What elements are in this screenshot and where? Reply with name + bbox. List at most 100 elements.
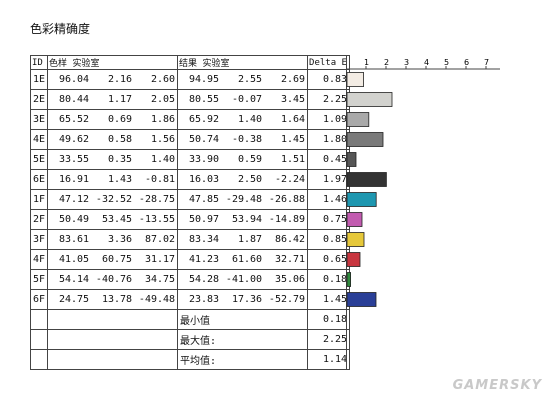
result-lab-value: 47.85 (188, 194, 220, 205)
target-lab-value: 31.17 (144, 254, 176, 265)
header-result: 结果 实验室 (177, 55, 309, 70)
delta-e-value: 1.80 (307, 129, 351, 150)
row-id: 3E (29, 109, 49, 130)
target-lab-value: 2.05 (150, 94, 176, 105)
target-lab-value: 1.40 (150, 154, 176, 165)
chart-tick-label: 1 (364, 58, 369, 67)
table-row: 3E 65.52 0.69 1.86 65.92 1.40 1.64 1.09 (29, 109, 351, 130)
result-lab-value: 17.36 (231, 294, 263, 305)
delta-e-value: 1.09 (307, 109, 351, 130)
result-lab-cell: 54.28 -41.00 35.06 (177, 269, 309, 290)
target-lab-cell: 50.49 53.45 -13.55 (47, 209, 179, 230)
header-delta: Delta E (307, 55, 351, 70)
chart-bar-3F (346, 232, 365, 247)
result-lab-cell: 41.23 61.60 32.71 (177, 249, 309, 270)
delta-e-value: 1.46 (307, 189, 351, 210)
watermark: GAMERSKY (452, 378, 542, 393)
row-id: 2E (29, 89, 49, 110)
result-lab-cell: 50.74 -0.38 1.45 (177, 129, 309, 150)
result-lab-value: 61.60 (231, 254, 263, 265)
table-row: 1F 47.12 -32.52 -28.75 47.85 -29.48 -26.88 1.46 (29, 189, 351, 210)
target-lab-value: -0.81 (144, 174, 176, 185)
result-lab-value: 1.64 (280, 114, 306, 125)
target-lab-value: 1.43 (107, 174, 133, 185)
result-lab-value: 94.95 (188, 74, 220, 85)
table-row: 4F 41.05 60.75 31.17 41.23 61.60 32.71 0.65 (29, 249, 351, 270)
result-lab-value: -2.24 (274, 174, 306, 185)
page-title: 色彩精确度 (30, 22, 91, 36)
result-lab-value: -14.89 (268, 214, 306, 225)
result-lab-value: -41.00 (225, 274, 263, 285)
row-id: 4F (29, 249, 49, 270)
result-lab-cell: 33.90 0.59 1.51 (177, 149, 309, 170)
summary-value: 2.25 (307, 329, 351, 350)
target-lab-value: -40.76 (95, 274, 133, 285)
target-lab-value: 49.62 (58, 134, 90, 145)
result-lab-value: -0.38 (231, 134, 263, 145)
result-lab-value: 16.03 (188, 174, 220, 185)
target-lab-value: 65.52 (58, 114, 90, 125)
target-lab-value: 1.17 (107, 94, 133, 105)
result-lab-value: 80.55 (188, 94, 220, 105)
result-lab-value: -0.07 (231, 94, 263, 105)
target-lab-value: 96.04 (58, 74, 90, 85)
table-row: 4E 49.62 0.58 1.56 50.74 -0.38 1.45 1.80 (29, 129, 351, 150)
result-lab-value: 50.74 (188, 134, 220, 145)
chart-bar-2F (346, 212, 363, 227)
header-target: 色样 实验室 (47, 55, 179, 70)
delta-e-value: 2.25 (307, 89, 351, 110)
result-lab-value: 2.55 (237, 74, 263, 85)
delta-e-value: 0.65 (307, 249, 351, 270)
summary-label: 最大值: (177, 329, 309, 350)
delta-e-value: 0.85 (307, 229, 351, 250)
result-lab-value: 2.69 (280, 74, 306, 85)
target-lab-value: 33.55 (58, 154, 90, 165)
chart-bar-1F (346, 192, 377, 207)
chart-tick-label: 4 (424, 58, 429, 67)
target-lab-value: 2.16 (107, 74, 133, 85)
target-lab-value: 60.75 (101, 254, 133, 265)
delta-e-value: 0.18 (307, 269, 351, 290)
target-lab-cell: 49.62 0.58 1.56 (47, 129, 179, 150)
delta-e-bar-chart: 1 2 3 4 5 6 7 (346, 55, 500, 370)
row-id: 5F (29, 269, 49, 290)
summary-blank (29, 309, 49, 330)
chart-bar-6F (346, 292, 377, 307)
table-row: 2F 50.49 53.45 -13.55 50.97 53.94 -14.89 0.75 (29, 209, 351, 230)
result-lab-value: 2.50 (237, 174, 263, 185)
chart-bar-5E (346, 152, 357, 167)
result-lab-value: 54.28 (188, 274, 220, 285)
summary-blank (47, 309, 179, 330)
chart-bar-5F (346, 272, 351, 287)
target-lab-value: -13.55 (138, 214, 176, 225)
chart-bar-4F (346, 252, 361, 267)
table-row: 1E 96.04 2.16 2.60 94.95 2.55 2.69 0.83 (29, 69, 351, 90)
target-lab-value: 47.12 (58, 194, 90, 205)
target-lab-cell: 80.44 1.17 2.05 (47, 89, 179, 110)
target-lab-cell: 16.91 1.43 -0.81 (47, 169, 179, 190)
chart-bar-4E (346, 132, 384, 147)
target-lab-value: 54.14 (58, 274, 90, 285)
target-lab-value: 50.49 (58, 214, 90, 225)
result-lab-value: -52.79 (268, 294, 306, 305)
target-lab-value: 80.44 (58, 94, 90, 105)
result-lab-cell: 23.83 17.36 -52.79 (177, 289, 309, 310)
chart-bar-6E (346, 172, 387, 187)
result-lab-cell: 83.34 1.87 86.42 (177, 229, 309, 250)
delta-e-value: 1.45 (307, 289, 351, 310)
table-row: 5E 33.55 0.35 1.40 33.90 0.59 1.51 0.45 (29, 149, 351, 170)
row-id: 2F (29, 209, 49, 230)
chart-tick-label: 5 (444, 58, 449, 67)
result-lab-value: 41.23 (188, 254, 220, 265)
delta-e-value: 0.83 (307, 69, 351, 90)
target-lab-value: -32.52 (95, 194, 133, 205)
row-id: 6E (29, 169, 49, 190)
result-lab-value: -29.48 (225, 194, 263, 205)
target-lab-value: 41.05 (58, 254, 90, 265)
summary-label: 平均值: (177, 349, 309, 370)
summary-label: 最小值 (177, 309, 309, 330)
target-lab-cell: 65.52 0.69 1.86 (47, 109, 179, 130)
target-lab-value: 13.78 (101, 294, 133, 305)
summary-blank (29, 349, 49, 370)
result-lab-value: 50.97 (188, 214, 220, 225)
